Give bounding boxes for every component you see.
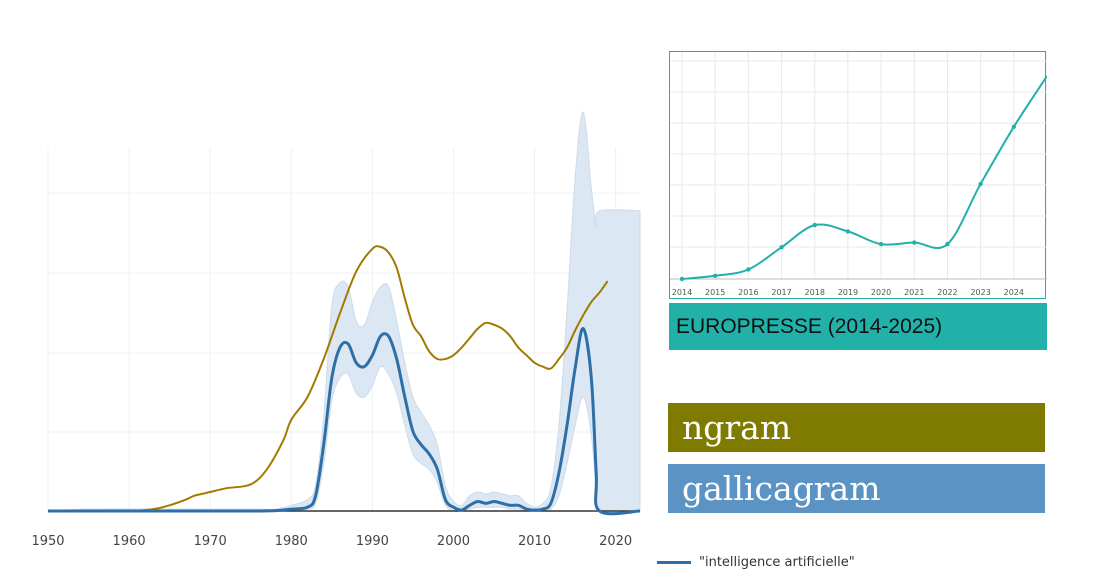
europresse-point-2021 — [912, 240, 917, 245]
europresse-point-2014 — [679, 276, 685, 282]
x-axis-ticks: 1950 1960 1970 1980 1990 2000 2010 2020 — [31, 534, 632, 549]
europresse-point-2015 — [712, 273, 718, 279]
x-tick-label-6: 2010 — [518, 534, 551, 549]
europresse-x-ticks: 2014 2015 2016 2017 2018 2019 2020 2021 2022 2023… — [672, 288, 1024, 297]
ngram-series-line — [88, 245, 609, 513]
legend-label: "intelligence artificielle" — [699, 554, 855, 570]
europresse-points — [679, 124, 1017, 282]
inset-x-tick-2018: 2018 — [805, 288, 825, 297]
x-tick-label-1: 1960 — [113, 534, 146, 549]
inset-x-tick-2014: 2014 — [672, 288, 692, 297]
europresse-point-2024 — [1011, 124, 1017, 130]
inset-x-tick-2016: 2016 — [738, 288, 758, 297]
europresse-point-2020 — [878, 241, 884, 247]
inset-x-tick-2020: 2020 — [871, 288, 891, 297]
europresse-point-2018 — [812, 222, 817, 228]
inset-x-tick-2022: 2022 — [937, 288, 957, 297]
inset-x-tick-2024: 2024 — [1004, 288, 1024, 297]
confidence-band — [47, 111, 641, 513]
inset-x-tick-2015: 2015 — [705, 288, 725, 297]
gallicagram-label: gallicagram — [668, 464, 1045, 513]
europresse-series-line — [681, 75, 1047, 280]
inset-x-tick-2021: 2021 — [904, 288, 924, 297]
europresse-point-2016 — [746, 267, 751, 272]
x-tick-label-3: 1980 — [275, 534, 308, 549]
europresse-point-2019 — [845, 229, 851, 234]
gallicagram-chart: 1950 1960 1970 1980 1990 2000 2010 2020 — [31, 111, 641, 549]
x-tick-label-4: 1990 — [356, 534, 389, 549]
inset-x-tick-2019: 2019 — [838, 288, 858, 297]
legend-line-icon — [657, 560, 691, 564]
x-tick-label-2: 1970 — [194, 534, 227, 549]
x-tick-label-7: 2020 — [599, 534, 632, 549]
europresse-point-2022 — [945, 241, 950, 247]
ngram-label: ngram — [668, 403, 1045, 452]
x-tick-label-0: 1950 — [31, 534, 64, 549]
europresse-point-2023 — [978, 181, 983, 187]
europresse-point-2017 — [779, 245, 784, 250]
inset-x-tick-2023: 2023 — [970, 288, 990, 297]
chart-legend[interactable]: "intelligence artificielle" — [657, 552, 855, 572]
europresse-chart-panel: 2014 2015 2016 2017 2018 2019 2020 2021 2022 2023… — [669, 51, 1047, 299]
europresse-chart: 2014 2015 2016 2017 2018 2019 2020 2021 2022 2023… — [670, 52, 1047, 297]
x-tick-label-5: 2000 — [437, 534, 470, 549]
inset-x-tick-2017: 2017 — [771, 288, 791, 297]
intelligence-artificielle-series-line — [48, 327, 641, 516]
europresse-caption: EUROPRESSE (2014-2025) — [669, 303, 1047, 350]
